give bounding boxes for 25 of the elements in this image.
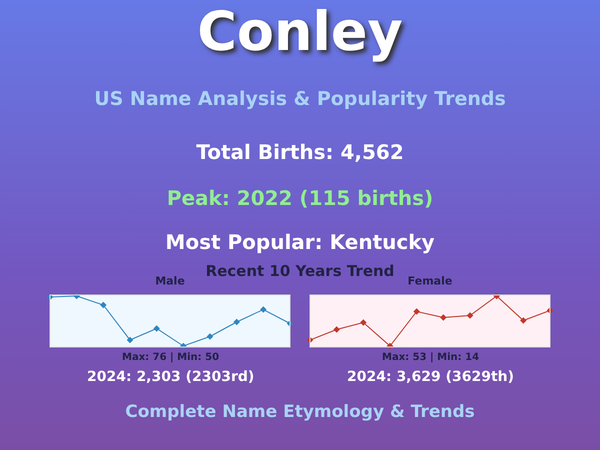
chart-title: Female	[408, 274, 452, 288]
point	[126, 336, 134, 344]
point	[520, 317, 527, 324]
text: Total Births: 4,562	[195, 140, 405, 164]
point	[206, 333, 214, 340]
point	[153, 325, 160, 332]
text: Max: 76 | Min: 50	[122, 352, 220, 363]
text: US Name Analysis & Popularity Trends	[93, 88, 507, 110]
text: Conley	[196, 0, 404, 63]
text: Most Popular: Kentucky	[164, 230, 436, 254]
text: Peak: 2022 (115 births)	[166, 186, 434, 210]
point	[100, 302, 107, 308]
point	[413, 308, 420, 315]
text: Complete Name Etymology & Trends	[124, 402, 476, 422]
text: 2024: 2,303 (2303rd)	[87, 369, 254, 385]
point	[233, 318, 240, 326]
point	[466, 312, 474, 319]
text: 2024: 3,629 (3629th)	[347, 369, 514, 385]
point	[333, 326, 340, 333]
point	[440, 314, 447, 321]
point	[260, 306, 267, 313]
point	[360, 319, 367, 326]
chart-title: Male	[155, 274, 185, 288]
text: Recent 10 Years Trend	[206, 262, 394, 280]
text: Max: 53 | Min: 14	[382, 352, 480, 363]
